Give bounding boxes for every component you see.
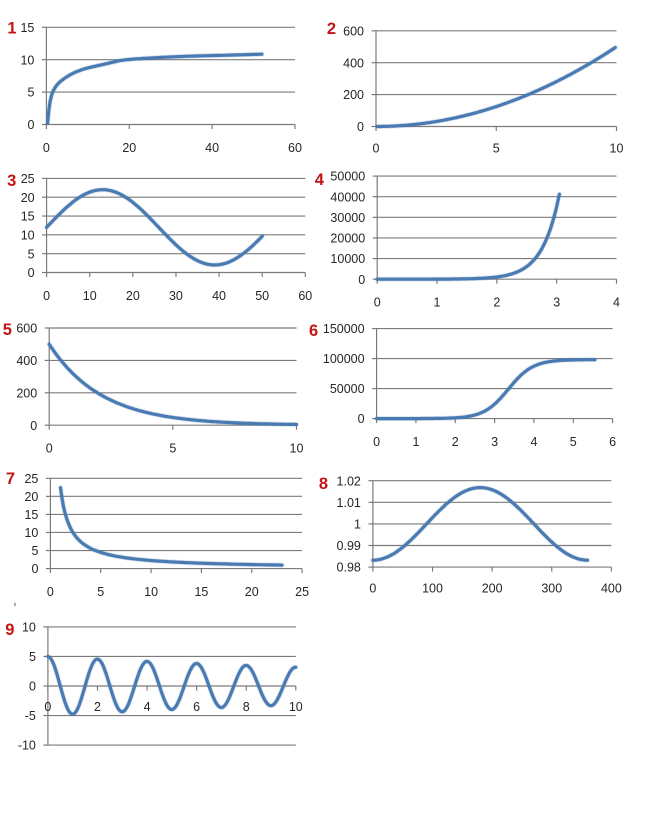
svg-text:0: 0 bbox=[369, 582, 376, 596]
svg-text:0: 0 bbox=[43, 289, 50, 303]
svg-text:3: 3 bbox=[491, 435, 498, 449]
svg-text:40: 40 bbox=[205, 141, 219, 155]
svg-text:0: 0 bbox=[373, 142, 380, 156]
svg-text:15: 15 bbox=[21, 210, 35, 224]
svg-text:25: 25 bbox=[24, 472, 38, 486]
svg-text:0: 0 bbox=[373, 435, 380, 449]
svg-text:0: 0 bbox=[31, 562, 38, 576]
svg-text:30: 30 bbox=[169, 289, 183, 303]
svg-text:5: 5 bbox=[31, 544, 38, 558]
svg-text:0: 0 bbox=[29, 680, 36, 694]
svg-text:40: 40 bbox=[212, 289, 226, 303]
svg-text:25: 25 bbox=[21, 172, 35, 186]
svg-text:0: 0 bbox=[27, 118, 34, 132]
svg-text:10: 10 bbox=[610, 142, 624, 156]
svg-text:1: 1 bbox=[7, 19, 16, 37]
svg-text:2: 2 bbox=[94, 700, 101, 714]
svg-text:4: 4 bbox=[315, 171, 325, 189]
svg-text:20: 20 bbox=[245, 585, 259, 599]
svg-text:5: 5 bbox=[29, 650, 36, 664]
svg-text:10: 10 bbox=[144, 585, 158, 599]
svg-text:1: 1 bbox=[412, 435, 419, 449]
svg-text:0: 0 bbox=[30, 419, 37, 433]
svg-text:60: 60 bbox=[298, 289, 312, 303]
svg-text:10: 10 bbox=[20, 53, 34, 67]
svg-text:2: 2 bbox=[452, 435, 459, 449]
svg-text:7: 7 bbox=[6, 470, 15, 488]
svg-text:1: 1 bbox=[354, 518, 361, 532]
svg-text:0: 0 bbox=[46, 442, 53, 456]
svg-text:6: 6 bbox=[193, 700, 200, 714]
svg-text:0: 0 bbox=[374, 296, 381, 310]
svg-text:-5: -5 bbox=[25, 709, 36, 723]
svg-text:5: 5 bbox=[570, 435, 577, 449]
svg-text:8: 8 bbox=[243, 700, 250, 714]
svg-text:400: 400 bbox=[16, 354, 37, 368]
svg-text:1.01: 1.01 bbox=[337, 496, 361, 510]
svg-text:10: 10 bbox=[22, 621, 36, 635]
svg-text:0: 0 bbox=[357, 120, 364, 134]
svg-text:100: 100 bbox=[422, 582, 443, 596]
svg-text:100000: 100000 bbox=[323, 352, 365, 366]
svg-text:600: 600 bbox=[343, 24, 364, 38]
svg-text:3: 3 bbox=[7, 172, 16, 190]
svg-text:20: 20 bbox=[126, 289, 140, 303]
svg-text:0: 0 bbox=[358, 273, 365, 287]
svg-text:20: 20 bbox=[21, 191, 35, 205]
svg-text:6: 6 bbox=[309, 322, 318, 340]
svg-text:0: 0 bbox=[28, 266, 35, 280]
svg-text:0: 0 bbox=[358, 412, 365, 426]
svg-text:200: 200 bbox=[16, 386, 37, 400]
svg-text:600: 600 bbox=[16, 322, 37, 336]
svg-text:15: 15 bbox=[24, 508, 38, 522]
svg-text:50000: 50000 bbox=[330, 382, 365, 396]
svg-text:5: 5 bbox=[493, 142, 500, 156]
svg-text:6: 6 bbox=[609, 435, 616, 449]
svg-text:10: 10 bbox=[21, 228, 35, 242]
svg-text:10: 10 bbox=[290, 442, 304, 456]
svg-text:5: 5 bbox=[28, 247, 35, 261]
svg-text:10: 10 bbox=[24, 526, 38, 540]
svg-text:9: 9 bbox=[5, 621, 14, 639]
svg-text:1: 1 bbox=[434, 296, 441, 310]
svg-text:-10: -10 bbox=[18, 739, 36, 753]
svg-text:300: 300 bbox=[541, 582, 562, 596]
svg-text:25: 25 bbox=[295, 585, 309, 599]
svg-text:0: 0 bbox=[47, 585, 54, 599]
svg-text:2: 2 bbox=[493, 296, 500, 310]
svg-text:50: 50 bbox=[255, 289, 269, 303]
svg-text:200: 200 bbox=[482, 582, 503, 596]
svg-text:0.98: 0.98 bbox=[337, 561, 361, 575]
svg-text:400: 400 bbox=[601, 582, 622, 596]
svg-text:4: 4 bbox=[530, 435, 537, 449]
svg-text:60: 60 bbox=[288, 141, 302, 155]
svg-text:3: 3 bbox=[553, 296, 560, 310]
svg-text:1.02: 1.02 bbox=[337, 474, 361, 488]
svg-text:40000: 40000 bbox=[330, 190, 365, 204]
svg-text:2: 2 bbox=[327, 20, 336, 38]
svg-text:30000: 30000 bbox=[330, 211, 365, 225]
svg-text:150000: 150000 bbox=[323, 322, 365, 336]
svg-text:20: 20 bbox=[24, 490, 38, 504]
svg-text:5: 5 bbox=[3, 321, 12, 339]
svg-text:8: 8 bbox=[319, 475, 328, 493]
svg-text:20: 20 bbox=[122, 141, 136, 155]
svg-text:20000: 20000 bbox=[330, 232, 365, 246]
svg-text:4: 4 bbox=[144, 700, 151, 714]
svg-text:400: 400 bbox=[343, 56, 364, 70]
svg-text:10: 10 bbox=[83, 289, 97, 303]
svg-text:15: 15 bbox=[194, 585, 208, 599]
svg-text:4: 4 bbox=[613, 296, 620, 310]
svg-text:200: 200 bbox=[343, 88, 364, 102]
svg-text:15: 15 bbox=[20, 21, 34, 35]
svg-text:5: 5 bbox=[169, 442, 176, 456]
svg-text:10: 10 bbox=[289, 700, 303, 714]
svg-text:5: 5 bbox=[97, 585, 104, 599]
svg-text:0: 0 bbox=[43, 141, 50, 155]
svg-text:0.99: 0.99 bbox=[337, 539, 361, 553]
svg-text:5: 5 bbox=[27, 86, 34, 100]
svg-text:50000: 50000 bbox=[330, 170, 365, 184]
svg-text:10000: 10000 bbox=[330, 252, 365, 266]
svg-text:0: 0 bbox=[44, 700, 51, 714]
